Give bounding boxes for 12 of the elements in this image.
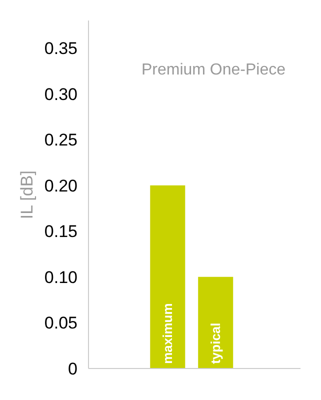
y-tick-label: 0 [68,360,78,378]
x-tick-label: typical [208,322,224,364]
y-tick-label: 0.10 [44,268,78,287]
y-tick-label: 0.30 [44,84,78,104]
y-tick-label: 0.35 [44,38,78,58]
y-tick-label: 0.05 [44,314,78,333]
x-tick-label: maximum [160,303,176,364]
text: Premium One-Piece [141,62,286,78]
y-tick-label: 0.25 [44,130,78,150]
y-axis-title: IL [dB] [17,170,36,220]
y-tick-label: 0.15 [44,222,78,242]
y-tick-label: 0.20 [44,176,78,196]
